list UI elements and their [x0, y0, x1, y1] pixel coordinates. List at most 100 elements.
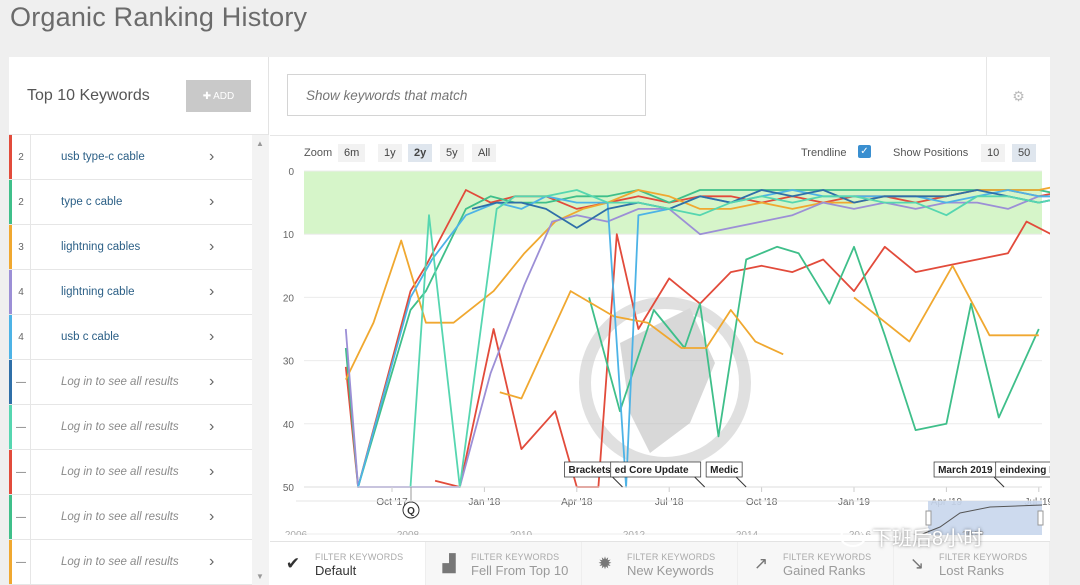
ranking-chart: 0 10 20 30 40 50 Oct '17 Jan '18 Apr '18 Jul '18 O… — [283, 167, 1050, 535]
keyword-filter-input[interactable] — [287, 74, 646, 116]
annotation-flag[interactable]: March 2019 — [933, 461, 1005, 488]
series-color-bar — [9, 135, 12, 179]
check-circle-icon: ✔ — [285, 554, 301, 573]
navigator-year-label: 2012 — [623, 530, 646, 535]
series-color-bar — [9, 315, 12, 359]
positions-50-button[interactable]: 50 — [1012, 144, 1037, 162]
quick-marker[interactable]: Q — [402, 501, 420, 519]
gear-icon: ⚙ — [1012, 87, 1025, 104]
keyword-row[interactable]: — Log in to see all results › — [9, 450, 269, 495]
keyword-name[interactable]: Log in to see all results — [61, 466, 179, 478]
tab-gained-ranks[interactable]: ↗ FILTER KEYWORDS Gained Ranks — [738, 542, 894, 585]
keyword-name[interactable]: lightning cables — [61, 241, 141, 253]
tab-caption: FILTER KEYWORDS — [939, 552, 1028, 562]
zoom-2y-button[interactable]: 2y — [408, 144, 433, 162]
series-line — [588, 245, 1040, 438]
add-button-label: ADD — [213, 90, 235, 102]
keyword-row[interactable]: 2 usb type-c cable › — [9, 135, 269, 180]
tab-label: New Keywords — [627, 563, 714, 578]
chevron-right-icon[interactable]: › — [209, 418, 215, 435]
series-line — [471, 189, 1050, 229]
chevron-right-icon[interactable]: › — [209, 508, 215, 525]
tab-new-keywords[interactable]: ✹ FILTER KEYWORDS New Keywords — [582, 542, 738, 585]
chevron-right-icon[interactable]: › — [209, 238, 215, 255]
trendline-label: Trendline — [801, 147, 847, 159]
keyword-row[interactable]: — Log in to see all results › — [9, 405, 269, 450]
zoom-1y-button[interactable]: 1y — [378, 144, 402, 162]
trendline-checkbox[interactable]: ✓ — [858, 145, 871, 158]
chevron-right-icon[interactable]: › — [209, 463, 215, 480]
keyword-name[interactable]: type c cable — [61, 196, 123, 208]
sidebar-header: Top 10 Keywords ✚ ADD — [9, 57, 268, 135]
add-keyword-button[interactable]: ✚ ADD — [186, 80, 251, 112]
time-navigator[interactable]: 2006200820102012201420162018 — [285, 500, 1044, 535]
navigator-series — [912, 504, 1043, 535]
chevron-right-icon[interactable]: › — [209, 148, 215, 165]
annotation-flag[interactable]: ed Core Update — [610, 461, 706, 488]
watermark: 下班后8小时 — [840, 522, 983, 551]
annotation-label: Brackets — [568, 465, 611, 476]
keyword-row[interactable]: 3 lightning cables › — [9, 225, 269, 270]
chevron-right-icon[interactable]: › — [209, 553, 215, 570]
keyword-name[interactable]: lightning cable — [61, 286, 135, 298]
area-chart-icon: ▟ — [442, 554, 456, 573]
scroll-up-icon[interactable]: ▲ — [256, 139, 264, 148]
tab-label: Lost Ranks — [939, 563, 1005, 578]
x-tick-label: Jul '18 — [655, 497, 684, 508]
annotation-flag[interactable]: Brackets — [564, 461, 623, 488]
series-color-bar — [9, 360, 12, 404]
zoom-All-button[interactable]: All — [472, 144, 497, 162]
keyword-row[interactable]: — Log in to see all results › — [9, 495, 269, 540]
keyword-name[interactable]: Log in to see all results — [61, 511, 179, 523]
keyword-row[interactable]: 4 lightning cable › — [9, 270, 269, 315]
chevron-right-icon[interactable]: › — [209, 328, 215, 345]
trend-down-icon: ↘ — [909, 554, 925, 573]
annotation-flag[interactable]: Medic — [705, 461, 747, 488]
keyword-name[interactable]: Log in to see all results — [61, 556, 179, 568]
sidebar-title: Top 10 Keywords — [27, 87, 150, 104]
annotation-label: Medic — [710, 465, 739, 476]
keyword-row[interactable]: 2 type c cable › — [9, 180, 269, 225]
keyword-name[interactable]: usb type-c cable — [61, 151, 145, 163]
keyword-position: — — [9, 495, 31, 539]
annotation-box — [610, 461, 702, 478]
scroll-down-icon[interactable]: ▼ — [256, 572, 264, 581]
navigator-handle-left[interactable] — [925, 510, 932, 526]
sidebar-scrollbar[interactable]: ▲ ▼ — [252, 135, 269, 585]
y-tick-label: 40 — [283, 420, 295, 431]
chevron-right-icon[interactable]: › — [209, 373, 215, 390]
tab-caption: FILTER KEYWORDS — [627, 552, 716, 562]
keyword-row[interactable]: 4 usb c cable › — [9, 315, 269, 360]
tab-lost-ranks[interactable]: ↘ FILTER KEYWORDS Lost Ranks — [894, 542, 1050, 585]
navigator-handle-right[interactable] — [1037, 510, 1044, 526]
chevron-right-icon[interactable]: › — [209, 193, 215, 210]
chevron-right-icon[interactable]: › — [209, 283, 215, 300]
navigator-window[interactable] — [928, 501, 1042, 535]
series-color-bar — [9, 495, 12, 539]
annotation-flag[interactable]: eindexing Bug — [995, 461, 1050, 487]
keyword-row[interactable]: — Log in to see all results › — [9, 360, 269, 405]
navigator-year-label: 2014 — [736, 530, 759, 535]
background-logo — [579, 297, 751, 469]
y-tick-label: 30 — [283, 357, 295, 368]
zoom-5y-button[interactable]: 5y — [440, 144, 464, 162]
keyword-name[interactable]: usb c cable — [61, 331, 120, 343]
tab-fell-from-top-10[interactable]: ▟ FILTER KEYWORDS Fell From Top 10 — [426, 542, 582, 585]
badge-new-icon: ✹ — [597, 554, 613, 573]
wechat-icon — [840, 526, 866, 547]
positions-10-button[interactable]: 10 — [981, 144, 1006, 162]
y-tick-label: 20 — [283, 293, 295, 304]
tab-default[interactable]: ✔ FILTER KEYWORDS Default — [270, 542, 426, 585]
series-line — [344, 195, 1050, 488]
settings-button[interactable]: ⚙ — [986, 57, 1050, 135]
series-line — [499, 290, 784, 400]
keyword-name[interactable]: Log in to see all results — [61, 376, 179, 388]
keyword-name[interactable]: Log in to see all results — [61, 421, 179, 433]
keyword-list: 2 usb type-c cable › 2 type c cable › 3 lightni… — [9, 135, 269, 585]
keyword-row[interactable]: — Log in to see all results › — [9, 540, 269, 585]
keyword-position: — — [9, 540, 31, 584]
annotation-label: March 2019 — [938, 465, 993, 476]
zoom-6m-button[interactable]: 6m — [338, 144, 366, 162]
annotation-label: eindexing Bug — [1000, 465, 1050, 476]
tab-caption: FILTER KEYWORDS — [315, 552, 404, 562]
